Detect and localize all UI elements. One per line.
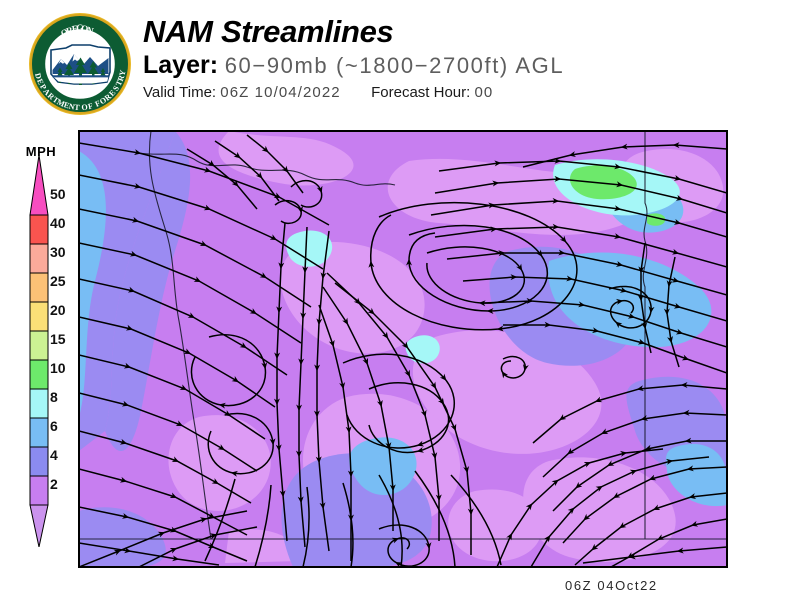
svg-text:E: E xyxy=(63,100,71,110)
valid-time-line: Valid Time: 06Z 10/04/2022 Forecast Hour… xyxy=(143,83,564,102)
layer-label: Layer: xyxy=(143,51,219,79)
legend-units-label: MPH xyxy=(25,144,57,159)
forecast-hour-value: 00 xyxy=(474,84,494,101)
legend-tick-50: 50 xyxy=(50,186,66,202)
legend-tick-8: 8 xyxy=(50,389,58,405)
legend-tick-25: 25 xyxy=(50,273,66,289)
svg-text:P: P xyxy=(38,83,48,92)
legend-tick-6: 6 xyxy=(50,418,58,434)
svg-text:E: E xyxy=(35,77,45,86)
svg-text:M: M xyxy=(56,97,67,109)
svg-text:O: O xyxy=(81,23,90,34)
svg-text:N: N xyxy=(68,102,76,112)
svg-text:R: R xyxy=(103,92,113,103)
legend-tick-40: 40 xyxy=(50,215,66,231)
title-block: NAM Streamlines Layer: 60−90mb (~1800−27… xyxy=(143,14,564,102)
layer-value: 60−90mb (~1800−2700ft) AGL xyxy=(224,53,565,78)
legend-tick-15: 15 xyxy=(50,331,66,347)
map-timestamp: 06Z 04Oct22 xyxy=(565,578,658,593)
legend-tick-4: 4 xyxy=(50,447,58,463)
streamline-field xyxy=(79,134,727,567)
layer-line: Layer: 60−90mb (~1800−2700ft) AGL xyxy=(143,51,564,80)
streamline-map[interactable] xyxy=(78,130,728,568)
valid-time-label: Valid Time: xyxy=(143,84,217,101)
svg-text:O: O xyxy=(98,95,108,106)
svg-text:Y: Y xyxy=(118,69,128,77)
svg-text:N: N xyxy=(85,25,95,37)
header: O R E G O N D E P A R T M E N T xyxy=(0,0,800,125)
svg-text:R: R xyxy=(65,25,75,37)
svg-text:O: O xyxy=(81,102,88,112)
svg-text:R: R xyxy=(116,74,126,83)
svg-text:E: E xyxy=(107,88,117,98)
svg-text:E: E xyxy=(71,23,79,34)
svg-text:T: T xyxy=(74,103,81,112)
forecast-hour-label: Forecast Hour: xyxy=(371,84,471,101)
svg-text:A: A xyxy=(41,87,52,97)
legend-tick-20: 20 xyxy=(50,302,66,318)
svg-text:F: F xyxy=(94,99,102,109)
svg-text:O: O xyxy=(59,26,70,38)
svg-text:T: T xyxy=(51,95,61,106)
svg-text:S: S xyxy=(111,84,121,93)
svg-text:T: T xyxy=(114,78,125,87)
svg-text:F: F xyxy=(87,101,94,111)
map-canvas xyxy=(79,131,727,567)
oregon-dept-forestry-seal-icon: O R E G O N D E P A R T M E N T xyxy=(28,12,132,116)
colorbar xyxy=(28,154,52,552)
svg-text:D: D xyxy=(33,72,43,80)
legend-tick-30: 30 xyxy=(50,244,66,260)
legend-tick-10: 10 xyxy=(50,360,66,376)
legend-tick-2: 2 xyxy=(50,476,58,492)
valid-time-value: 06Z 10/04/2022 xyxy=(220,84,341,101)
colorbar-legend: MPH 50 40 30 25 20 xyxy=(0,130,78,548)
svg-text:G: G xyxy=(76,23,84,33)
svg-text:R: R xyxy=(46,91,56,102)
page-title: NAM Streamlines xyxy=(143,14,394,49)
